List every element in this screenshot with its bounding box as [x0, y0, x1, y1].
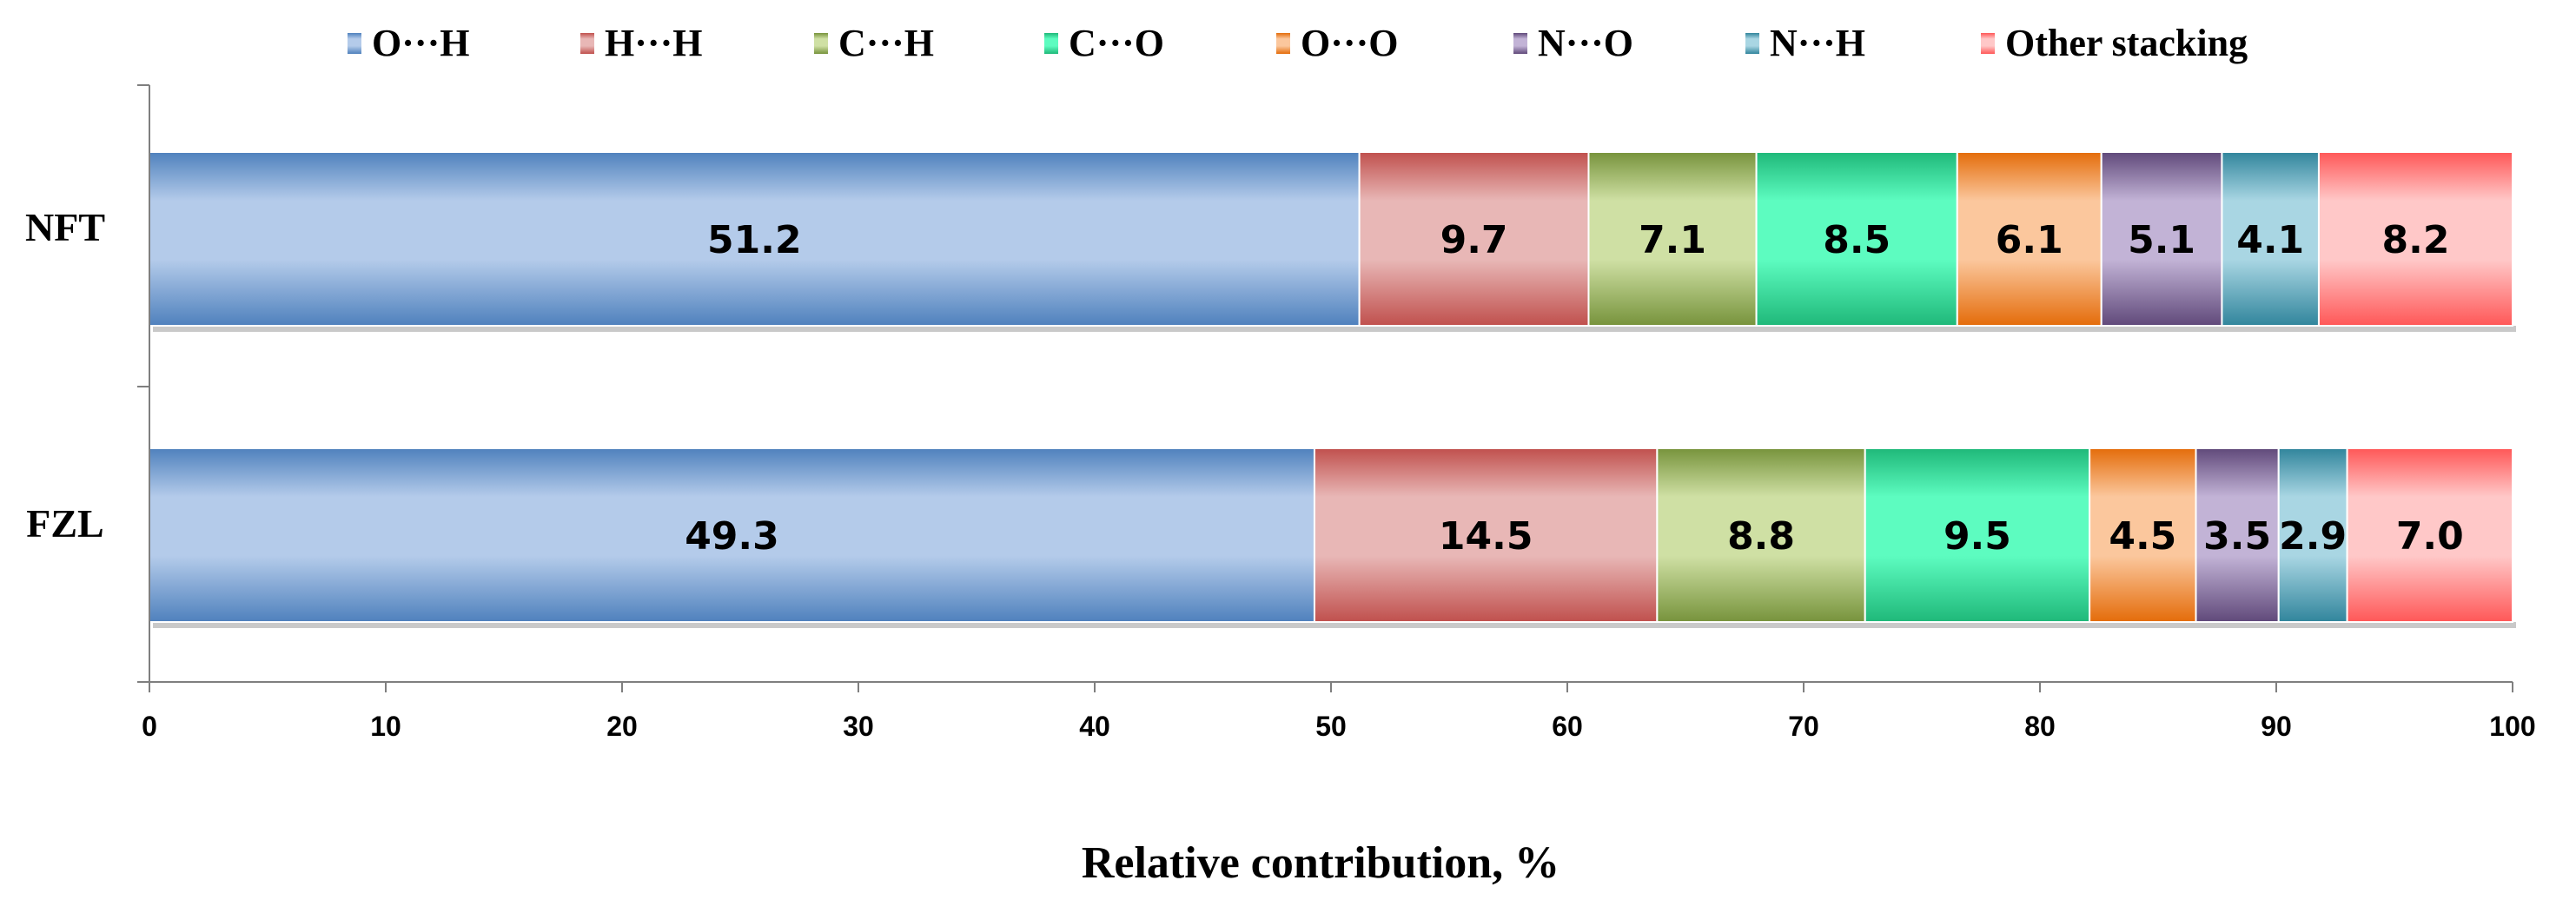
x-axis-title: Relative contribution, %: [1082, 838, 1560, 888]
bar-shadow: [153, 326, 2516, 332]
x-tick-label: 50: [1315, 711, 1347, 742]
legend: O···H H···H C···H C···O O···O N···O N···H Other…: [348, 22, 2248, 64]
category-label: FZL: [26, 501, 103, 546]
data-label: 8.5: [1823, 218, 1891, 262]
x-tick-label: 40: [1079, 711, 1110, 742]
x-tick-label: 100: [2489, 711, 2535, 742]
legend-swatch: [814, 33, 828, 54]
bar-segment: [2346, 447, 2514, 623]
legend-swatch: [1276, 33, 1290, 54]
legend-label: O···O: [1301, 22, 1398, 64]
data-label: 5.1: [2128, 218, 2195, 262]
bar-segment: [2100, 151, 2223, 327]
data-label: 8.2: [2382, 218, 2450, 262]
bar-shadow: [153, 622, 2516, 628]
bar-segment: [2221, 151, 2320, 327]
legend-label: N···O: [1538, 22, 1633, 64]
data-label: 7.0: [2396, 514, 2464, 559]
legend-swatch: [580, 33, 594, 54]
bar-segment: [2089, 447, 2197, 623]
axes: 0 10 20 30 40 50 60 70 80 90 100: [137, 84, 2536, 742]
bar-segment: [1358, 151, 1590, 327]
x-tick-label: 20: [606, 711, 638, 742]
bar-segment: [1587, 151, 1758, 327]
legend-label: C···H: [838, 22, 934, 64]
x-tick-label: 90: [2261, 711, 2292, 742]
x-tick-label: 30: [843, 711, 874, 742]
legend-swatch: [1745, 33, 1759, 54]
data-label: 8.8: [1727, 514, 1795, 559]
bar-segment: [1755, 151, 1958, 327]
legend-label: Other stacking: [2005, 22, 2248, 64]
data-label: 9.5: [1944, 514, 2011, 559]
data-label: 2.9: [2279, 514, 2347, 559]
data-label: 3.5: [2203, 514, 2271, 559]
x-tick-label: 10: [370, 711, 401, 742]
bar-segment: [2317, 151, 2513, 327]
bar-segment: [1864, 447, 2091, 623]
data-label: 51.2: [707, 218, 802, 262]
x-tick-label: 60: [1552, 711, 1583, 742]
x-tick-label: 0: [142, 711, 157, 742]
legend-swatch: [1513, 33, 1527, 54]
data-label: 14.5: [1439, 514, 1533, 559]
data-label: 7.1: [1639, 218, 1706, 262]
bar-segment: [2195, 447, 2280, 623]
bars: 51.2 9.7 7.1 8.5 6.1 5.1 4.1 8.2 NFT 49.3 14.5 8.8 9…: [25, 151, 2516, 628]
data-label: 49.3: [685, 514, 779, 559]
data-label: 9.7: [1440, 218, 1508, 262]
x-tick-label: 70: [1788, 711, 1819, 742]
legend-swatch: [348, 33, 361, 54]
data-label: 4.5: [2109, 514, 2176, 559]
bar-segment: [1313, 447, 1659, 623]
x-tick-label: 80: [2024, 711, 2056, 742]
category-label: NFT: [25, 205, 105, 249]
legend-label: H···H: [605, 22, 702, 64]
data-label: 4.1: [2236, 218, 2304, 262]
legend-swatch: [1044, 33, 1058, 54]
bar-segment: [1956, 151, 2103, 327]
legend-label: N···H: [1770, 22, 1865, 64]
legend-swatch: [1981, 33, 1995, 54]
bar-segment: [149, 151, 1361, 327]
legend-label: C···O: [1069, 22, 1164, 64]
legend-label: O···H: [372, 22, 469, 64]
data-label: 6.1: [1996, 218, 2063, 262]
